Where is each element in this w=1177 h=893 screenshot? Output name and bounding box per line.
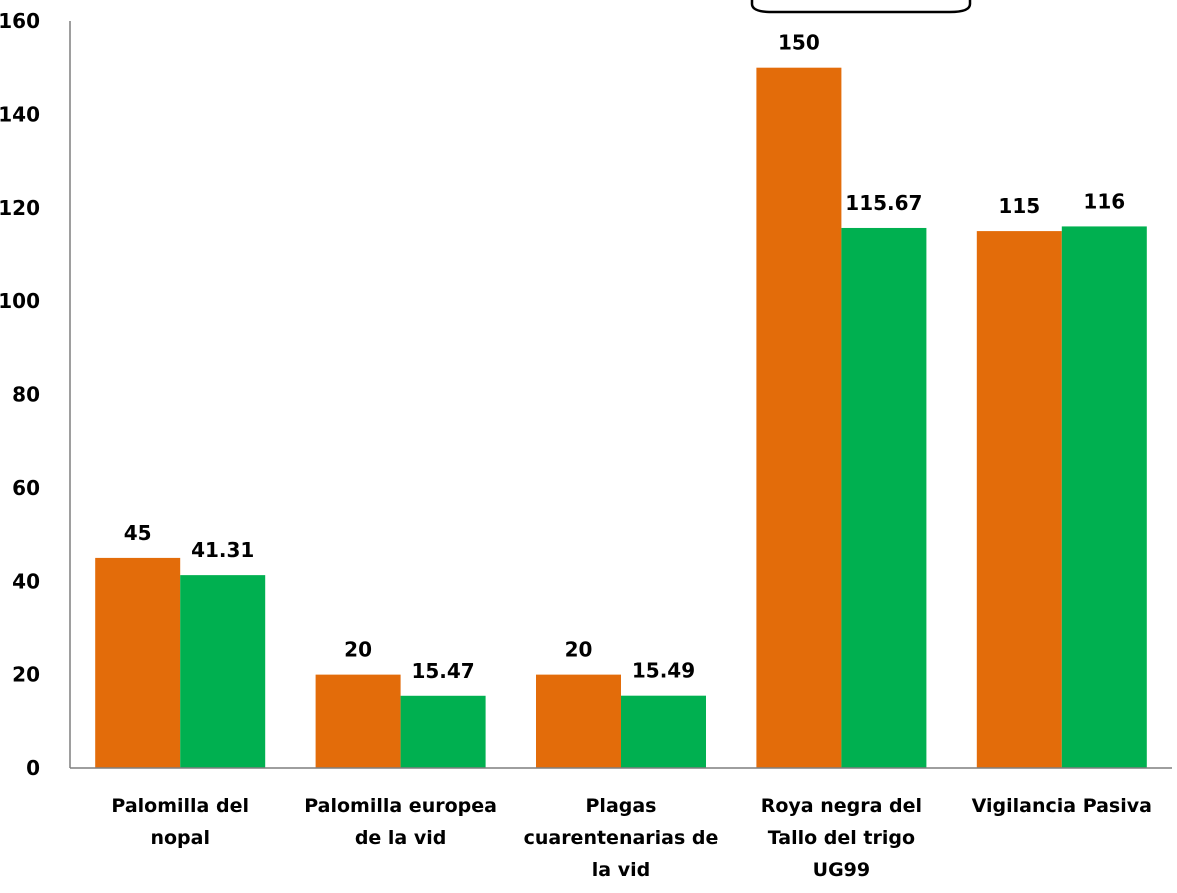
data-label: 150	[778, 31, 820, 55]
y-tick-label: 60	[12, 476, 40, 500]
bar	[841, 227, 927, 768]
data-label: 116	[1083, 189, 1125, 213]
y-tick-label: 140	[0, 102, 40, 126]
bar	[95, 557, 181, 768]
category-label: Palomilla del nopal	[111, 795, 249, 849]
category-label: Plagas cuarentenarias de la vid	[524, 795, 719, 881]
category-label-line: la vid	[592, 859, 650, 881]
category-label-line: Plagas	[586, 795, 657, 817]
data-label: 115.67	[845, 191, 922, 215]
category-label-line: cuarentenarias de	[524, 827, 719, 849]
bars-layer	[95, 67, 1147, 769]
bar	[315, 674, 401, 768]
bar	[976, 231, 1062, 768]
y-tick-label: 0	[26, 756, 40, 780]
category-label-line: Roya negra del	[761, 795, 922, 817]
data-label: 15.47	[411, 659, 474, 683]
axes-layer: 0 20 40 60 80 100 120 140 160	[0, 9, 1172, 780]
bar	[1061, 226, 1147, 769]
category-label: Palomilla europea de la vid	[304, 795, 497, 849]
data-label: 41.31	[191, 538, 254, 562]
category-label: Roya negra del Tallo del trigo UG99	[761, 795, 922, 881]
category-label-line: nopal	[150, 827, 210, 849]
data-label: 20	[565, 638, 593, 662]
category-label-line: UG99	[813, 859, 870, 881]
labels-layer: 45 41.31 Palomilla del nopal 20 15.47 Palomill…	[111, 31, 1152, 881]
data-label: 20	[344, 638, 372, 662]
y-tick-label: 40	[12, 569, 40, 593]
y-tick-label: 120	[0, 196, 40, 220]
y-tick-label: 80	[12, 383, 40, 407]
bar	[180, 575, 266, 768]
y-tick-label: 100	[0, 289, 40, 313]
category-label-line: de la vid	[355, 827, 447, 849]
legend-box-fragment	[750, 0, 972, 14]
category-label-line: Palomilla del	[111, 795, 249, 817]
category-label-line: Palomilla europea	[304, 795, 497, 817]
data-label: 45	[124, 521, 152, 545]
y-tick-label: 160	[0, 9, 40, 33]
bar	[536, 674, 621, 768]
bar	[756, 67, 842, 768]
y-tick-label: 20	[12, 663, 40, 687]
category-label: Vigilancia Pasiva	[972, 795, 1152, 817]
data-label: 115	[998, 194, 1040, 218]
data-label: 15.49	[632, 659, 695, 683]
category-label-line: Vigilancia Pasiva	[972, 795, 1152, 817]
bar	[400, 695, 486, 768]
category-label-line: Tallo del trigo	[768, 827, 915, 849]
bar	[621, 695, 706, 768]
